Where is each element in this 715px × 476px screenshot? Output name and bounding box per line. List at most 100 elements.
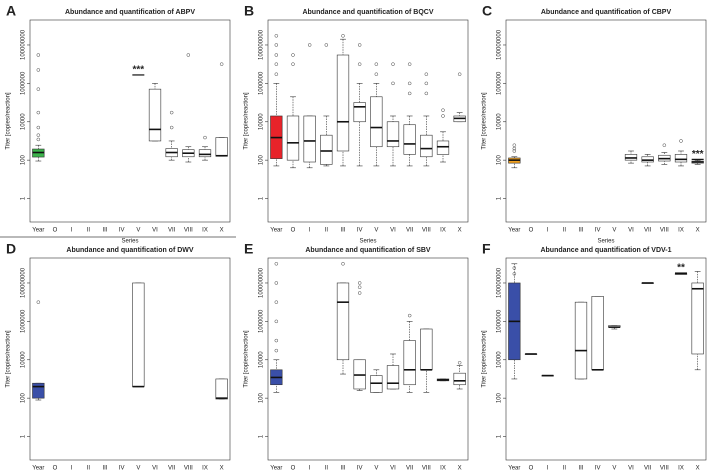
- x-tick-label: X: [458, 466, 462, 472]
- y-tick-label: 1000000: [21, 309, 27, 333]
- y-tick-label: 1: [497, 434, 503, 438]
- x-tick-label: II: [563, 228, 567, 234]
- box: [370, 96, 383, 148]
- y-tick-label: 1: [259, 196, 265, 200]
- box: [691, 282, 704, 355]
- chart-title: Abundance and quantification of DWV: [66, 247, 193, 254]
- box: [386, 121, 400, 148]
- x-tick-label: VII: [168, 466, 176, 472]
- y-tick-label: 100: [497, 154, 503, 165]
- x-tick-label: VI: [390, 466, 396, 472]
- outlier: [374, 72, 379, 76]
- box: [403, 124, 416, 155]
- x-tick-label: IV: [595, 228, 601, 234]
- y-tick-label: 100: [259, 392, 265, 403]
- outlier: [512, 149, 517, 153]
- x-axis-label: Series: [359, 239, 376, 245]
- x-tick-label: II: [563, 466, 567, 472]
- box: [336, 282, 350, 361]
- outlier: [274, 72, 279, 76]
- x-tick-label: VI: [628, 228, 634, 234]
- x-tick-label: I: [309, 228, 311, 234]
- outlier: [357, 291, 362, 295]
- outlier: [291, 62, 295, 66]
- box: [453, 372, 466, 386]
- outlier: [36, 300, 41, 304]
- box: [574, 301, 588, 380]
- x-tick-label: II: [325, 228, 329, 234]
- box: [336, 54, 350, 152]
- x-tick-label: V: [136, 228, 140, 234]
- y-axis-label: Titer [copies/reaction]: [482, 330, 488, 387]
- x-tick-label: III: [578, 228, 583, 234]
- y-tick-label: 1000000: [497, 309, 503, 333]
- outlier: [36, 53, 41, 57]
- x-tick-label: III: [578, 466, 583, 472]
- outlier: [307, 43, 312, 47]
- box: [215, 137, 228, 157]
- y-tick-label: 100000000: [21, 29, 27, 60]
- y-tick-label: 10000: [21, 351, 27, 368]
- y-tick-label: 100: [21, 392, 27, 403]
- outlier: [679, 139, 683, 143]
- x-tick-label: IX: [440, 466, 446, 472]
- panel-label: B: [244, 3, 254, 19]
- box: [674, 154, 688, 163]
- x-tick-label: III: [340, 466, 345, 472]
- y-tick-label: 10000: [259, 113, 265, 130]
- outlier: [357, 281, 362, 285]
- outlier: [512, 146, 517, 151]
- y-tick-label: 1: [21, 434, 27, 438]
- x-tick-label: Year: [508, 228, 520, 234]
- panel-label: F: [482, 241, 491, 257]
- x-tick-label: IV: [119, 466, 125, 472]
- x-tick-label: II: [87, 466, 91, 472]
- y-tick-label: 100000000: [259, 29, 265, 60]
- outlier: [357, 43, 362, 47]
- y-tick-label: 1000000: [259, 309, 265, 333]
- outlier: [407, 91, 412, 96]
- y-tick-label: 100: [497, 392, 503, 403]
- x-tick-label: III: [102, 228, 107, 234]
- x-tick-label: O: [529, 228, 534, 234]
- x-tick-label: O: [291, 228, 296, 234]
- x-tick-label: I: [309, 466, 311, 472]
- outlier: [374, 62, 379, 66]
- outlier: [274, 43, 279, 47]
- plot-frame: [505, 257, 707, 461]
- plot-frame: [267, 19, 469, 223]
- x-tick-label: I: [71, 228, 73, 234]
- outlier: [407, 313, 412, 318]
- x-tick-label: O: [53, 228, 58, 234]
- outlier: [512, 266, 517, 270]
- y-tick-label: 100000000: [259, 267, 265, 298]
- x-tick-label: VIII: [422, 228, 431, 234]
- x-tick-label: VIII: [660, 466, 669, 472]
- panel-label: A: [6, 3, 16, 19]
- outlier: [274, 319, 279, 324]
- plot-frame: [267, 257, 469, 461]
- outlier: [36, 87, 41, 91]
- x-tick-label: VI: [152, 228, 158, 234]
- x-tick-label: V: [374, 466, 378, 472]
- x-tick-label: X: [220, 228, 224, 234]
- outlier: [391, 62, 395, 66]
- x-tick-label: VI: [152, 466, 158, 472]
- outlier: [203, 135, 207, 140]
- outlier: [457, 72, 462, 76]
- outlier: [324, 43, 329, 47]
- outlier: [274, 62, 279, 66]
- x-tick-label: IV: [119, 228, 125, 234]
- x-tick-label: X: [696, 228, 700, 234]
- chart-title: Abundance and quantification of SBV: [305, 247, 431, 254]
- outlier: [274, 338, 279, 343]
- outlier: [169, 110, 174, 115]
- chart-title: Abundance and quantification of ABPV: [65, 9, 195, 16]
- box: [386, 365, 400, 390]
- outlier: [274, 348, 279, 353]
- x-tick-label: IV: [357, 228, 363, 234]
- outlier: [357, 285, 362, 289]
- outlier: [186, 53, 191, 57]
- x-tick-label: VI: [390, 228, 396, 234]
